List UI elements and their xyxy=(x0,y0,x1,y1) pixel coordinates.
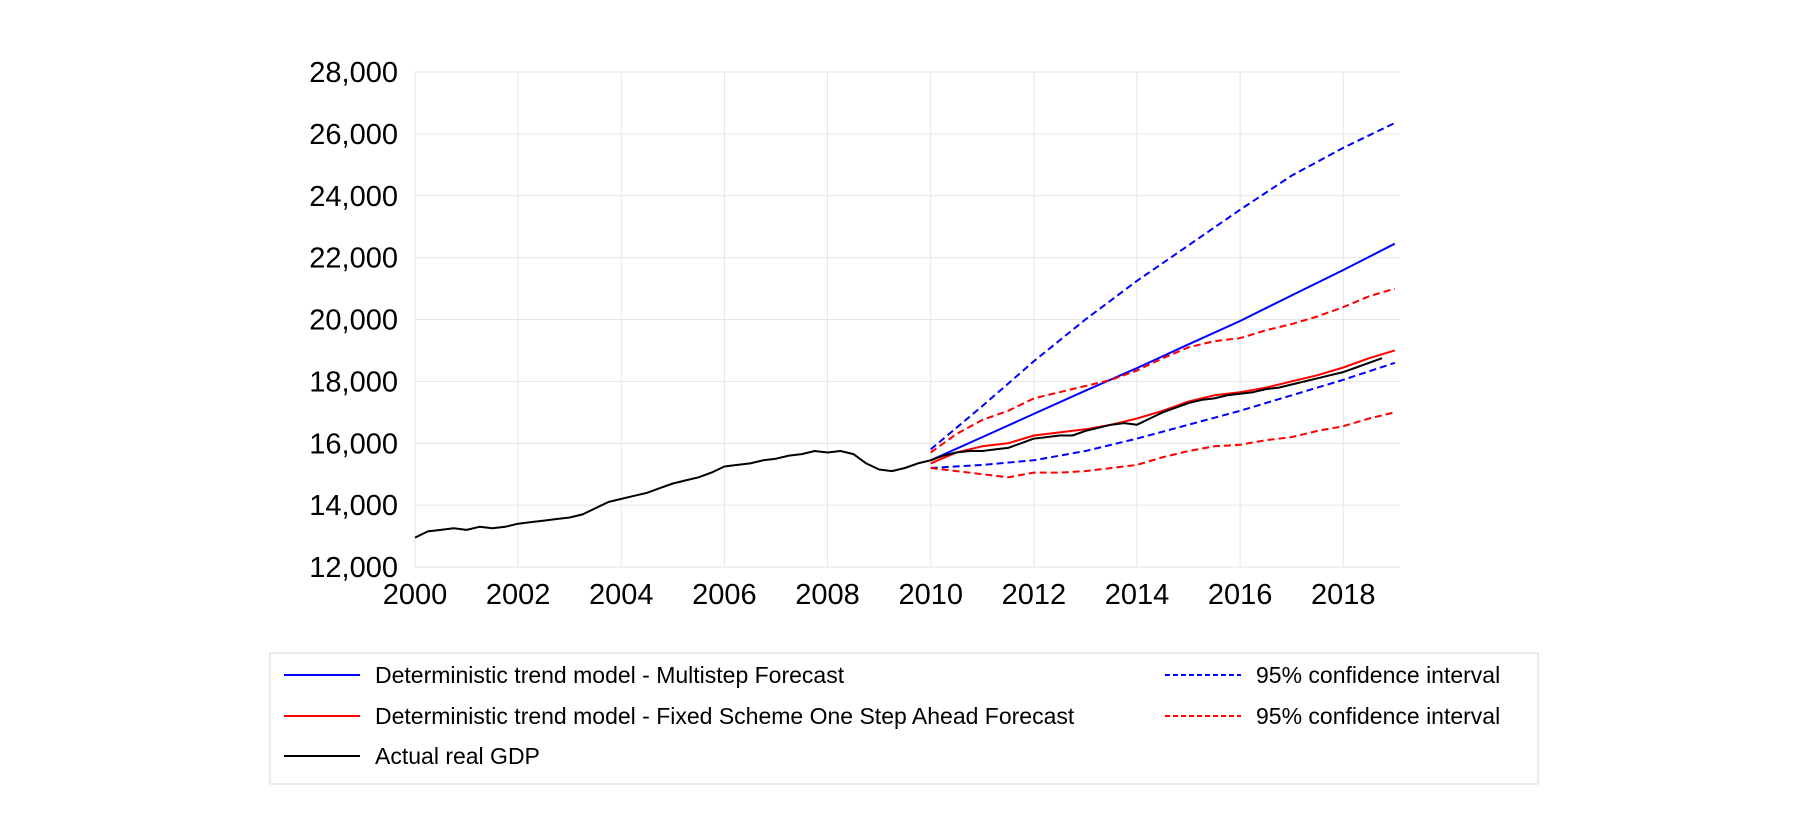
series-line-0 xyxy=(930,242,1396,462)
x-tick-label: 2012 xyxy=(1002,579,1067,611)
series-line-4 xyxy=(930,287,1396,454)
y-tick-label: 16,000 xyxy=(309,428,398,460)
x-tick-label: 2018 xyxy=(1311,579,1376,611)
x-axis-ticks: 2000 2002 2004 2006 2008 2010 2012 2014 2016 2018 xyxy=(383,579,1376,611)
x-tick-label: 2006 xyxy=(692,579,757,611)
legend-label: 95% confidence interval xyxy=(1256,703,1500,729)
x-tick-label: 2000 xyxy=(383,579,448,611)
x-tick-label: 2004 xyxy=(589,579,654,611)
y-tick-label: 28,000 xyxy=(309,57,398,89)
y-axis-ticks: 12,000 14,000 16,000 18,000 20,000 22,000 24,0… xyxy=(309,57,398,584)
legend-label: 95% confidence interval xyxy=(1256,662,1500,688)
series-line-3 xyxy=(930,349,1396,465)
x-tick-label: 2002 xyxy=(486,579,551,611)
y-tick-label: 26,000 xyxy=(309,119,398,151)
series-line-2 xyxy=(930,361,1396,469)
series-line-1 xyxy=(930,122,1396,451)
series-line-6 xyxy=(414,357,1383,539)
y-tick-label: 12,000 xyxy=(309,552,398,584)
y-tick-label: 14,000 xyxy=(309,490,398,522)
y-tick-label: 22,000 xyxy=(309,243,398,275)
legend-label: Deterministic trend model - Fixed Scheme… xyxy=(375,703,1075,729)
legend-box xyxy=(269,652,1539,785)
legend-label: Deterministic trend model - Multistep Fo… xyxy=(375,662,845,688)
y-tick-label: 20,000 xyxy=(309,305,398,337)
y-tick-label: 18,000 xyxy=(309,366,398,398)
series-lines xyxy=(414,122,1396,539)
grid xyxy=(414,71,1400,568)
legend-label: Actual real GDP xyxy=(375,743,540,769)
x-tick-label: 2010 xyxy=(898,579,963,611)
series-line-5 xyxy=(930,411,1396,479)
y-tick-label: 24,000 xyxy=(309,181,398,213)
x-tick-label: 2016 xyxy=(1208,579,1273,611)
legend: Deterministic trend model - Multistep Fo… xyxy=(269,652,1539,785)
x-tick-label: 2008 xyxy=(795,579,860,611)
x-tick-label: 2014 xyxy=(1105,579,1170,611)
